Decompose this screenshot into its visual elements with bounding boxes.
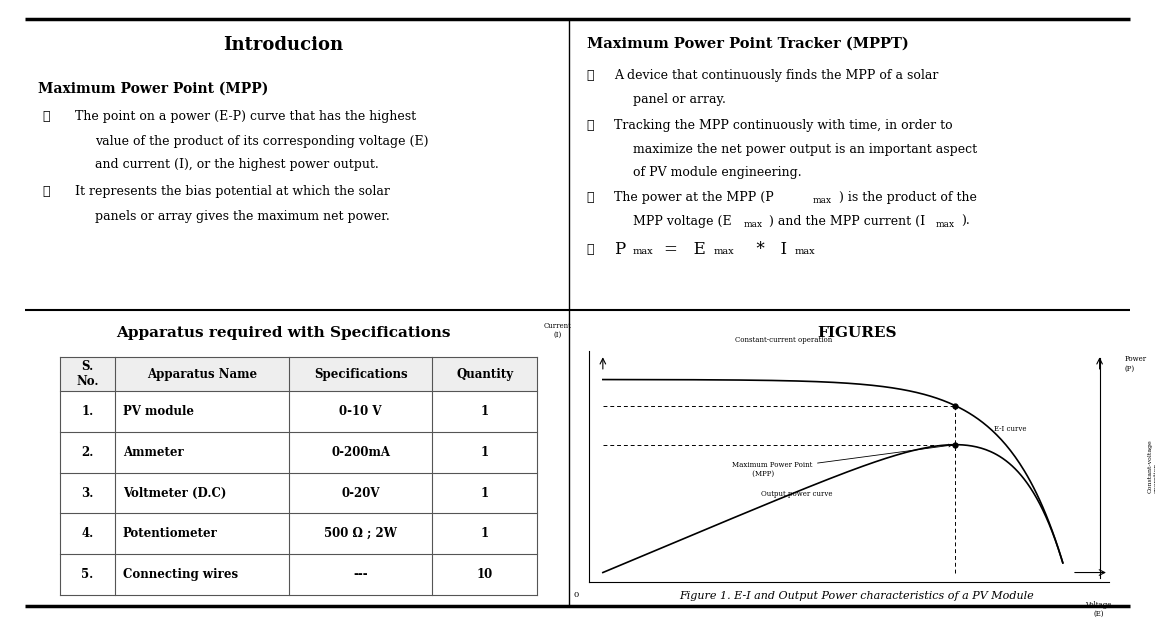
- Text: The point on a power (E-P) curve that has the highest: The point on a power (E-P) curve that ha…: [75, 110, 416, 123]
- Text: Tracking the MPP continuously with time, in order to: Tracking the MPP continuously with time,…: [614, 119, 953, 132]
- Text: Apparatus Name: Apparatus Name: [147, 367, 258, 381]
- Text: maximize the net power output is an important aspect: maximize the net power output is an impo…: [633, 143, 977, 156]
- Text: Maximum Power Point Tracker (MPPT): Maximum Power Point Tracker (MPPT): [587, 36, 909, 50]
- Text: Voltmeter (D.C): Voltmeter (D.C): [122, 486, 226, 500]
- Text: 1: 1: [480, 527, 489, 540]
- Text: ) is the product of the: ) is the product of the: [839, 191, 976, 204]
- Text: ---: ---: [353, 568, 368, 581]
- Text: Potentiometer: Potentiometer: [122, 527, 218, 540]
- Text: S.
No.: S. No.: [76, 360, 98, 388]
- Text: Maximum Power Point
         (MPP): Maximum Power Point (MPP): [731, 444, 952, 478]
- Text: 10: 10: [477, 568, 493, 581]
- Text: 500 Ω ; 2W: 500 Ω ; 2W: [325, 527, 397, 540]
- Text: ❖: ❖: [587, 69, 594, 82]
- Text: FIGURES: FIGURES: [818, 326, 896, 339]
- Text: ❖: ❖: [587, 119, 594, 132]
- Text: 0-20V: 0-20V: [342, 486, 380, 500]
- Text: 0-10 V: 0-10 V: [340, 405, 382, 418]
- Bar: [60, 357, 537, 391]
- Text: PV module: PV module: [122, 405, 194, 418]
- Text: Specifications: Specifications: [314, 367, 408, 381]
- Text: max: max: [795, 247, 815, 256]
- Text: Quantity: Quantity: [456, 367, 513, 381]
- Text: 1: 1: [480, 486, 489, 500]
- Text: Voltage
(E): Voltage (E): [1086, 601, 1111, 618]
- Text: Apparatus required with Specifications: Apparatus required with Specifications: [116, 326, 450, 339]
- Text: panel or array.: panel or array.: [633, 93, 725, 106]
- Text: 1: 1: [480, 446, 489, 459]
- Text: max: max: [714, 247, 735, 256]
- Text: Constant-voltage
operation: Constant-voltage operation: [1148, 439, 1155, 493]
- Text: *   I: * I: [746, 241, 788, 258]
- Text: 4.: 4.: [81, 527, 94, 540]
- Text: and current (I), or the highest power output.: and current (I), or the highest power ou…: [95, 158, 379, 171]
- Text: panels or array gives the maximum net power.: panels or array gives the maximum net po…: [95, 210, 389, 223]
- Text: max: max: [744, 220, 763, 228]
- Text: max: max: [936, 220, 955, 228]
- Text: Introducion: Introducion: [223, 36, 343, 54]
- Text: ❖: ❖: [587, 243, 594, 256]
- Text: The power at the MPP (P: The power at the MPP (P: [614, 191, 774, 204]
- Text: 2.: 2.: [81, 446, 94, 459]
- Text: 3.: 3.: [81, 486, 94, 500]
- Text: =   E: = E: [664, 241, 706, 258]
- Text: ❖: ❖: [587, 191, 594, 204]
- Text: MPP voltage (E: MPP voltage (E: [633, 215, 731, 228]
- Text: Connecting wires: Connecting wires: [122, 568, 238, 581]
- Text: 1.: 1.: [81, 405, 94, 418]
- Text: ).: ).: [961, 215, 970, 228]
- Text: of PV module engineering.: of PV module engineering.: [633, 166, 802, 179]
- Text: A device that continuously finds the MPP of a solar: A device that continuously finds the MPP…: [614, 69, 939, 82]
- Text: ❖: ❖: [43, 110, 50, 123]
- Text: Ammeter: Ammeter: [122, 446, 184, 459]
- Text: Output power curve: Output power curve: [761, 490, 833, 498]
- Text: Maximum Power Point (MPP): Maximum Power Point (MPP): [38, 81, 268, 95]
- Text: 1: 1: [480, 405, 489, 418]
- Text: 0: 0: [573, 592, 579, 600]
- Text: ) and the MPP current (I: ) and the MPP current (I: [769, 215, 925, 228]
- Text: ❖: ❖: [43, 185, 50, 198]
- Text: Power
(P): Power (P): [1124, 355, 1147, 372]
- Text: max: max: [633, 247, 654, 256]
- Text: Constant-current operation: Constant-current operation: [735, 336, 832, 344]
- Text: value of the product of its corresponding voltage (E): value of the product of its correspondin…: [95, 135, 429, 148]
- Text: 5.: 5.: [81, 568, 94, 581]
- Text: Current
(I): Current (I): [544, 322, 572, 339]
- Text: Figure 1. E-I and Output Power characteristics of a PV Module: Figure 1. E-I and Output Power character…: [679, 591, 1035, 601]
- Text: It represents the bias potential at which the solar: It represents the bias potential at whic…: [75, 185, 390, 198]
- Text: E-I curve: E-I curve: [994, 424, 1027, 433]
- Text: P: P: [614, 241, 626, 258]
- Text: 0-200mA: 0-200mA: [331, 446, 390, 459]
- Text: max: max: [813, 196, 833, 205]
